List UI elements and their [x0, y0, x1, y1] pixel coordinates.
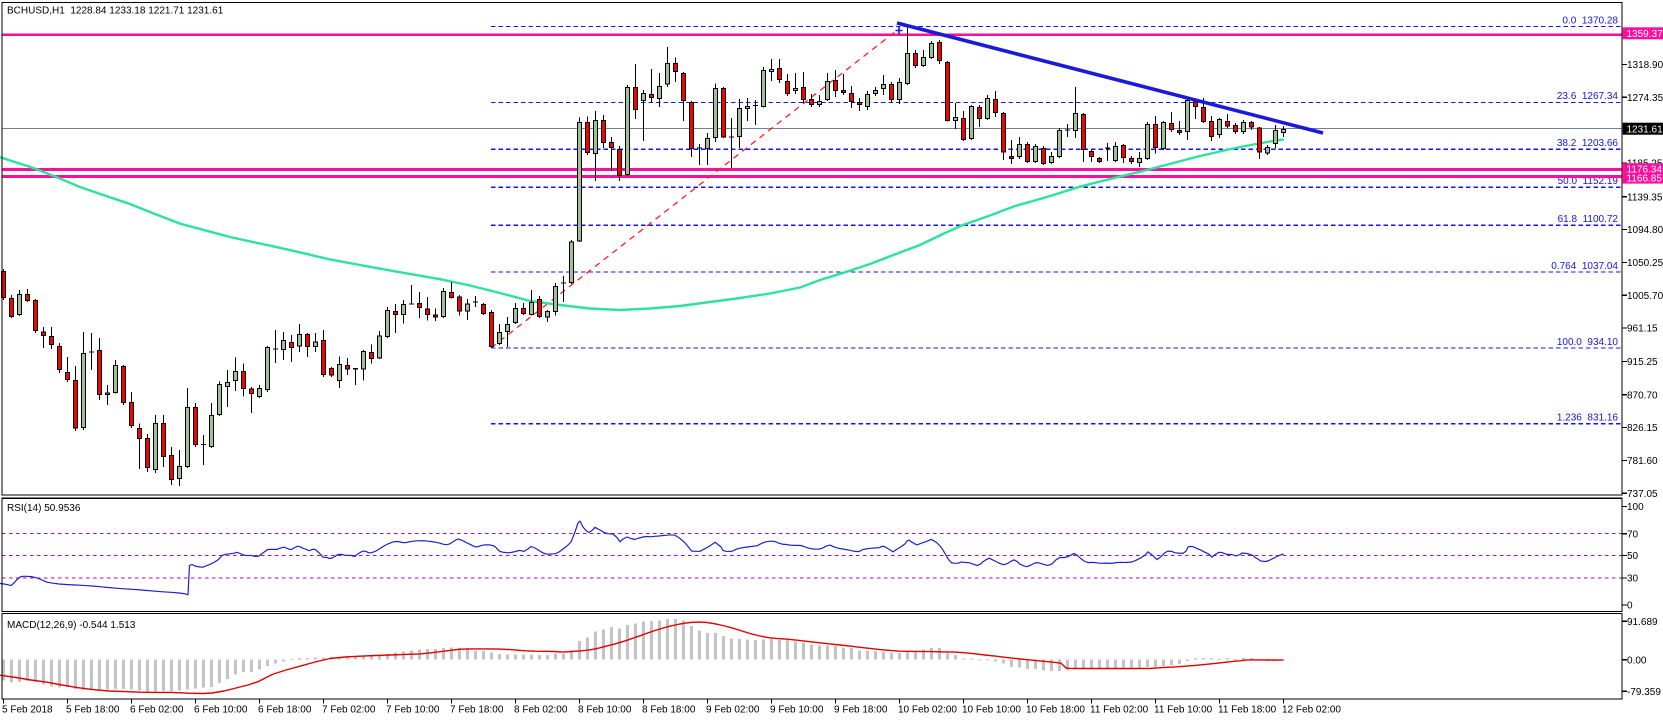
svg-text:1005.70: 1005.70 — [1627, 291, 1663, 302]
svg-text:BCHUSD,H1 1228.84 1233.18 122: BCHUSD,H1 1228.84 1233.18 1221.71 1231.6… — [7, 6, 224, 17]
svg-text:100: 100 — [1627, 502, 1644, 513]
svg-text:9 Feb 18:00: 9 Feb 18:00 — [834, 705, 888, 716]
svg-text:5 Feb 2018: 5 Feb 2018 — [2, 705, 53, 716]
svg-text:6 Feb 18:00: 6 Feb 18:00 — [258, 705, 312, 716]
svg-text:MACD(12,26,9) -0.544 1.513: MACD(12,26,9) -0.544 1.513 — [7, 620, 136, 631]
svg-text:11 Feb 18:00: 11 Feb 18:00 — [1218, 705, 1277, 716]
svg-text:961.15: 961.15 — [1627, 324, 1658, 335]
svg-text:1139.35: 1139.35 — [1627, 192, 1663, 203]
svg-text:10 Feb 10:00: 10 Feb 10:00 — [962, 705, 1021, 716]
svg-text:70: 70 — [1627, 529, 1639, 540]
svg-text:23.6 1267.34: 23.6 1267.34 — [1557, 91, 1619, 102]
svg-text:781.60: 781.60 — [1627, 456, 1658, 467]
svg-text:8 Feb 18:00: 8 Feb 18:00 — [642, 705, 696, 716]
svg-text:10 Feb 18:00: 10 Feb 18:00 — [1026, 705, 1085, 716]
svg-text:826.15: 826.15 — [1627, 423, 1658, 434]
svg-text:91.689: 91.689 — [1627, 617, 1658, 628]
svg-text:1094.80: 1094.80 — [1627, 225, 1663, 236]
svg-text:8 Feb 02:00: 8 Feb 02:00 — [514, 705, 568, 716]
svg-text:7 Feb 18:00: 7 Feb 18:00 — [450, 705, 504, 716]
svg-text:11 Feb 02:00: 11 Feb 02:00 — [1090, 705, 1149, 716]
svg-text:12 Feb 02:00: 12 Feb 02:00 — [1282, 705, 1341, 716]
svg-text:8 Feb 10:00: 8 Feb 10:00 — [578, 705, 632, 716]
svg-text:1274.35: 1274.35 — [1627, 93, 1663, 104]
svg-text:50.0 1152.19: 50.0 1152.19 — [1558, 176, 1619, 187]
svg-text:737.05: 737.05 — [1627, 489, 1658, 500]
svg-text:0: 0 — [1627, 601, 1633, 612]
svg-text:61.8 1100.72: 61.8 1100.72 — [1558, 214, 1619, 225]
svg-text:1176.34: 1176.34 — [1627, 164, 1663, 175]
svg-text:100.0 934.10: 100.0 934.10 — [1557, 337, 1619, 348]
svg-text:915.25: 915.25 — [1627, 357, 1658, 368]
svg-text:9 Feb 10:00: 9 Feb 10:00 — [770, 705, 824, 716]
svg-text:30: 30 — [1627, 574, 1639, 585]
svg-text:7 Feb 02:00: 7 Feb 02:00 — [322, 705, 376, 716]
svg-text:1318.90: 1318.90 — [1627, 60, 1663, 71]
svg-text:6 Feb 02:00: 6 Feb 02:00 — [130, 705, 184, 716]
svg-text:0.00: 0.00 — [1627, 655, 1647, 666]
svg-text:1359.37: 1359.37 — [1627, 29, 1663, 40]
svg-text:1.236 831.16: 1.236 831.16 — [1557, 413, 1619, 424]
svg-text:5 Feb 18:00: 5 Feb 18:00 — [66, 705, 120, 716]
svg-text:11 Feb 10:00: 11 Feb 10:00 — [1154, 705, 1213, 716]
svg-text:0.764 1037.04: 0.764 1037.04 — [1551, 261, 1618, 272]
svg-text:7 Feb 10:00: 7 Feb 10:00 — [386, 705, 440, 716]
svg-text:9 Feb 02:00: 9 Feb 02:00 — [706, 705, 760, 716]
svg-text:870.70: 870.70 — [1627, 390, 1658, 401]
svg-text:38.2 1203.66: 38.2 1203.66 — [1557, 138, 1619, 149]
svg-text:1166.85: 1166.85 — [1627, 174, 1663, 185]
svg-text:1231.61: 1231.61 — [1627, 125, 1663, 136]
svg-text:-79.359: -79.359 — [1627, 687, 1661, 698]
svg-text:0.0 1370.28: 0.0 1370.28 — [1562, 15, 1618, 26]
svg-text:RSI(14) 50.9536: RSI(14) 50.9536 — [7, 503, 81, 514]
svg-text:6 Feb 10:00: 6 Feb 10:00 — [194, 705, 248, 716]
svg-text:1050.25: 1050.25 — [1627, 258, 1663, 269]
svg-text:10 Feb 02:00: 10 Feb 02:00 — [898, 705, 957, 716]
svg-text:50: 50 — [1627, 551, 1639, 562]
